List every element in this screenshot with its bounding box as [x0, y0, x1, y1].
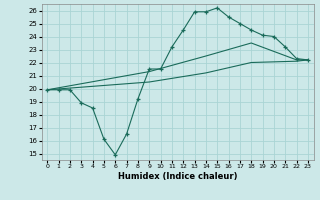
X-axis label: Humidex (Indice chaleur): Humidex (Indice chaleur) — [118, 172, 237, 181]
